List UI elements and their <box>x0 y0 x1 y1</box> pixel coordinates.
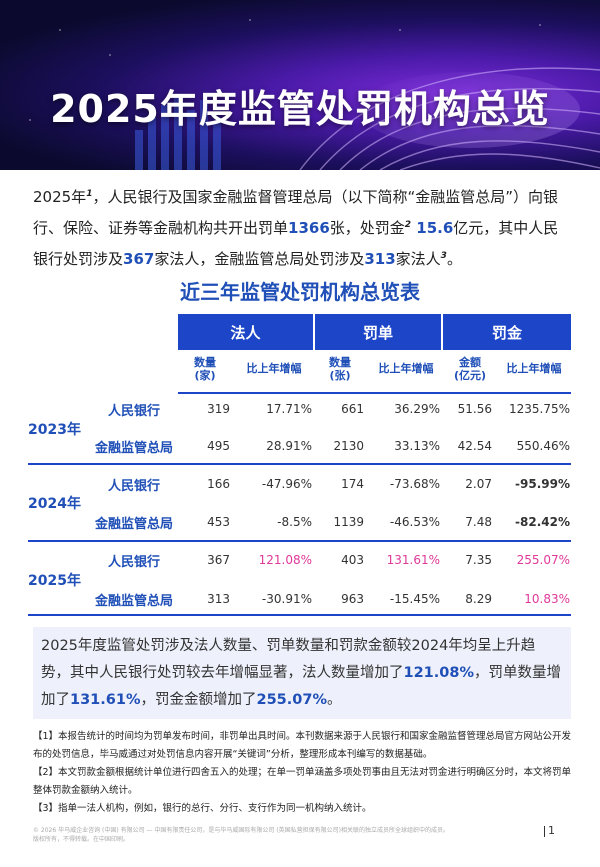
intro-text: ，人民银行及国家金融监督管理总局（以下简称“金融监管总局”）向银行、保险、证券等… <box>33 188 558 237</box>
group-header-legal: 法人 <box>178 314 313 350</box>
group-header-tickets: 罚单 <box>315 314 441 350</box>
year-divider <box>28 463 571 465</box>
banner-graphic <box>29 19 600 170</box>
header-divider <box>178 392 571 394</box>
group-header-fines: 罚金 <box>443 314 571 350</box>
copyright-footer: © 2026 毕马威企业咨询 (中国) 有限公司 — 中国有限责任公司，是与毕马… <box>33 826 533 844</box>
cell-fine-growth: -82.42% <box>515 515 570 529</box>
cell-legal-count: 495 <box>207 439 230 453</box>
cell-ticket-growth: 131.61% <box>386 553 440 567</box>
cell-legal-growth: -47.96% <box>261 477 312 491</box>
page-title: 2025年度监管处罚机构总览 <box>50 87 550 131</box>
summary-highlight: 121.08% <box>403 665 474 681</box>
page-number: 1 <box>548 824 555 837</box>
cell-legal-count: 313 <box>207 592 230 606</box>
year-label: 2023年 <box>28 422 81 438</box>
cell-legal-count: 453 <box>207 515 230 529</box>
cell-legal-growth: -8.5% <box>277 515 312 529</box>
intro-paragraph: 2025年1，人民银行及国家金融监督管理总局（以下简称“金融监管总局”）向银行、… <box>33 180 573 273</box>
cell-fine-growth: 255.07% <box>516 553 570 567</box>
year-label: 2024年 <box>28 496 81 512</box>
summary-highlight: 255.07% <box>256 692 327 708</box>
cell-fine-growth: -95.99% <box>515 477 570 491</box>
intro-highlight: 313 <box>364 250 396 268</box>
cell-fine-amount: 7.35 <box>465 553 492 567</box>
cell-ticket-growth: 36.29% <box>394 402 440 416</box>
cell-legal-count: 166 <box>207 477 230 491</box>
intro-text: 家法人，金融监管总局处罚涉及 <box>154 250 365 268</box>
intro-text: 家法人 <box>395 250 441 268</box>
cell-fine-amount: 7.48 <box>465 515 492 529</box>
intro-text: 。 <box>446 250 462 268</box>
cell-ticket-count: 963 <box>341 592 364 606</box>
row-org-label: 人民银行 <box>107 555 160 570</box>
cell-ticket-growth: 33.13% <box>394 439 440 453</box>
cell-legal-growth: 121.08% <box>258 553 312 567</box>
intro-text: 2025年 <box>33 188 87 206</box>
summary-segment: 。 <box>326 692 342 708</box>
cell-ticket-count: 661 <box>341 402 364 416</box>
intro-highlight: 15.6 <box>411 219 454 237</box>
row-org-label: 人民银行 <box>107 404 160 419</box>
cell-ticket-count: 1139 <box>333 515 364 529</box>
year-label: 2025年 <box>28 573 81 589</box>
cell-fine-amount: 2.07 <box>465 477 492 491</box>
copyright-line: 版权所有，不得转载。在中国印刷。 <box>33 836 130 843</box>
cell-legal-count: 319 <box>207 402 230 416</box>
row-org-label: 人民银行 <box>107 479 160 494</box>
footnote-ref: 2 <box>404 220 412 230</box>
footnote-1: 【1】本报告统计的时间均为罚单发布时间，非罚单出具时间。本刊数据来源于人民银行和… <box>33 731 572 760</box>
intro-highlight: 1366 <box>288 219 330 237</box>
subheader-ticket-count: 数量 (张) <box>329 356 351 382</box>
cell-legal-count: 367 <box>207 553 230 567</box>
cell-ticket-count: 403 <box>341 553 364 567</box>
footnotes: 【1】本报告统计的时间均为罚单发布时间，非罚单出具时间。本刊数据来源于人民银行和… <box>33 728 573 818</box>
table-title: 近三年监管处罚机构总览表 <box>180 280 420 304</box>
footnote-ref: 3 <box>440 251 447 261</box>
table-bottom-rule <box>28 614 571 616</box>
cell-legal-growth: -30.91% <box>261 592 312 606</box>
intro-text: 张，处罚金 <box>329 219 405 237</box>
cell-fine-growth: 1235.75% <box>508 402 570 416</box>
cell-fine-growth: 10.83% <box>524 592 570 606</box>
copyright-line: © 2026 毕马威企业咨询 (中国) 有限公司 — 中国有限责任公司，是与毕马… <box>33 827 449 834</box>
subheader-fine-growth: 比上年增幅 <box>506 362 562 375</box>
intro-text: 亿元，其中人民银行处罚涉及 <box>33 219 559 268</box>
subheader-legal-growth: 比上年增幅 <box>246 362 302 375</box>
header-banner: 2025年度监管处罚机构总览 <box>0 0 600 170</box>
cell-legal-growth: 17.71% <box>266 402 312 416</box>
cell-fine-amount: 51.56 <box>457 402 492 416</box>
row-org-label: 金融监管总局 <box>94 517 173 532</box>
summary-segment: 2025年度监管处罚涉及法人数量、罚单数量和罚款金额较2024年均呈上升趋势，其… <box>41 638 536 681</box>
cell-legal-growth: 28.91% <box>266 439 312 453</box>
cell-fine-amount: 8.29 <box>465 592 492 606</box>
subheader-fine-amount: 金额 (亿元) <box>453 356 487 382</box>
cell-ticket-growth: -15.45% <box>389 592 440 606</box>
row-org-label: 金融监管总局 <box>94 594 173 609</box>
footnote-2: 【2】本文罚款金额根据统计单位进行四舍五入的处理；在单一罚单涵盖多项处罚事由且无… <box>33 767 572 796</box>
row-org-label: 金融监管总局 <box>94 441 173 456</box>
subheader-ticket-growth: 比上年增幅 <box>378 362 434 375</box>
footnote-3: 【3】指单一法人机构，例如，银行的总行、分行、支行作为同一机构纳入统计。 <box>33 803 372 814</box>
summary-text: 2025年度监管处罚涉及法人数量、罚单数量和罚款金额较2024年均呈上升趋势，其… <box>41 633 563 714</box>
page-number-divider <box>544 826 545 837</box>
summary-segment: ，罚金金额增加了 <box>140 692 257 708</box>
footnote-ref: 1 <box>86 189 93 199</box>
cell-ticket-growth: -73.68% <box>389 477 440 491</box>
summary-highlight: 131.61% <box>70 692 141 708</box>
cell-ticket-growth: -46.53% <box>389 515 440 529</box>
summary-box: 2025年度监管处罚涉及法人数量、罚单数量和罚款金额较2024年均呈上升趋势，其… <box>33 627 571 719</box>
intro-highlight: 367 <box>123 250 155 268</box>
subheader-legal-count: 数量 (家) <box>194 356 216 382</box>
year-divider <box>28 540 571 542</box>
cell-fine-amount: 42.54 <box>457 439 492 453</box>
cell-fine-growth: 550.46% <box>516 439 570 453</box>
summary-segment: ，罚单数量增加了 <box>41 665 561 708</box>
cell-ticket-count: 2130 <box>333 439 364 453</box>
cell-ticket-count: 174 <box>341 477 364 491</box>
